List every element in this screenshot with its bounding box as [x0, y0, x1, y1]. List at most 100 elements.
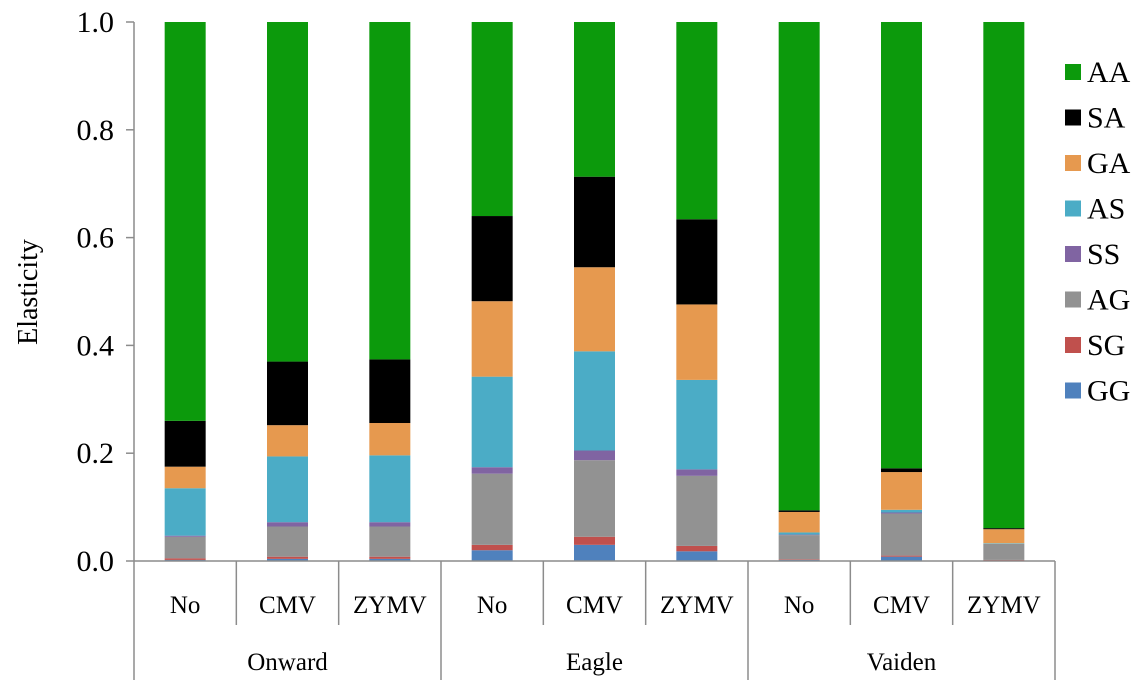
- bar-segment-aa: [369, 22, 411, 360]
- bar-segment-ss: [676, 469, 718, 476]
- bar-segment-aa: [471, 22, 513, 217]
- bar-segment-gg: [369, 558, 411, 561]
- bar-segment-ag: [267, 526, 308, 557]
- bar-segment-sa: [574, 176, 615, 268]
- bar-segment-ga: [574, 267, 615, 352]
- bar-segment-aa: [164, 22, 206, 421]
- bar-segment-ga: [164, 466, 206, 489]
- bar-segment-aa: [676, 22, 718, 220]
- bar-segment-gg: [676, 551, 718, 561]
- x-category-label: ZYMV: [353, 592, 427, 619]
- bar-segment-ss: [369, 522, 411, 527]
- bar-segment-sg: [164, 558, 206, 560]
- bar-segment-sa: [676, 219, 718, 305]
- x-category-label: No: [784, 592, 815, 619]
- y-axis-title: Elasticity: [13, 239, 44, 345]
- bar-segment-gg: [574, 544, 615, 561]
- x-category-label: CMV: [259, 592, 316, 619]
- y-tick-label: 0.0: [77, 545, 115, 578]
- legend-label-ss: SS: [1087, 238, 1120, 271]
- bar-segment-ss: [267, 522, 308, 527]
- bar-segment-ag: [778, 535, 820, 560]
- legend-swatch-as: [1065, 200, 1081, 217]
- bar-segment-ga: [676, 304, 718, 380]
- bar-segment-sg: [471, 544, 513, 551]
- legend-label-aa: AA: [1087, 56, 1131, 89]
- bar-segment-ss: [881, 512, 922, 514]
- bar-segment-sg: [574, 536, 615, 545]
- bar-segment-as: [369, 455, 411, 523]
- bar-segment-as: [983, 543, 1025, 544]
- bar-segment-ga: [369, 423, 411, 456]
- legend-swatch-aa: [1065, 64, 1081, 80]
- bar-segment-ga: [881, 472, 922, 510]
- bar-segment-ag: [164, 536, 206, 559]
- bar-segment-sg: [881, 555, 922, 557]
- x-category-label: No: [170, 592, 201, 619]
- x-category-label: CMV: [873, 592, 930, 619]
- bar-segment-gg: [881, 556, 922, 561]
- bar-segment-sg: [676, 545, 718, 552]
- x-group-label: Onward: [247, 649, 328, 676]
- bar-segment-as: [574, 351, 615, 451]
- bar-segment-as: [164, 488, 206, 536]
- bar-segment-sa: [778, 510, 820, 512]
- bar-segment-sa: [983, 528, 1025, 530]
- bar-segment-ag: [574, 460, 615, 537]
- x-category-label: CMV: [566, 592, 623, 619]
- bar-segment-aa: [574, 22, 615, 177]
- bar-segment-sa: [881, 468, 922, 473]
- y-tick-label: 0.4: [77, 329, 115, 362]
- bar-segment-ga: [983, 529, 1025, 544]
- bar-segment-aa: [983, 22, 1025, 529]
- bar-segment-ag: [676, 475, 718, 546]
- legend-swatch-gg: [1065, 382, 1081, 399]
- bar-segment-sa: [267, 361, 308, 426]
- bar-segment-sg: [983, 559, 1025, 561]
- bar-segment-aa: [267, 22, 308, 362]
- bar-segment-sa: [164, 420, 206, 467]
- legend-label-ag: AG: [1087, 284, 1130, 317]
- x-category-label: ZYMV: [967, 592, 1041, 619]
- legend-label-sa: SA: [1087, 102, 1126, 135]
- bar-segment-ss: [471, 467, 513, 474]
- bar-segment-ag: [369, 526, 411, 557]
- x-axis: No CMV ZYMV No CMV ZYMV No CMV ZYMV Onward Eagle Va…: [133, 560, 1056, 680]
- y-tick-label: 0.6: [77, 222, 115, 255]
- y-tick-label: 0.2: [77, 437, 115, 470]
- bar-segment-as: [267, 456, 308, 523]
- y-tick-label: 0.8: [77, 114, 115, 147]
- bar-segment-ss: [778, 534, 820, 536]
- bar-segment-gg: [267, 558, 308, 561]
- bar-segment-ss: [164, 535, 206, 537]
- legend: AA SA GA AS SS AG SG GG: [1065, 56, 1131, 408]
- bar-segment-ag: [471, 473, 513, 545]
- legend-label-gg: GG: [1087, 375, 1130, 408]
- bar-segment-aa: [881, 22, 922, 469]
- bars: [164, 22, 1025, 561]
- bar-segment-ag: [881, 513, 922, 556]
- bar-segment-gg: [471, 550, 513, 561]
- legend-swatch-sg: [1065, 337, 1081, 353]
- legend-label-sg: SG: [1087, 329, 1125, 362]
- bar-segment-ss: [574, 450, 615, 461]
- x-group-label: Vaiden: [867, 649, 937, 676]
- bar-segment-as: [881, 509, 922, 513]
- bar-segment-sa: [369, 359, 411, 424]
- bar-segment-ga: [471, 301, 513, 377]
- x-group-label: Eagle: [566, 649, 623, 676]
- legend-label-ga: GA: [1087, 147, 1131, 180]
- legend-swatch-ag: [1065, 291, 1081, 308]
- y-tick-label: 1.0: [77, 6, 115, 39]
- legend-swatch-ga: [1065, 155, 1081, 171]
- y-axis: 0.0 0.2 0.4 0.6 0.8 1.0: [77, 6, 135, 578]
- legend-swatch-sa: [1065, 109, 1081, 126]
- bar-segment-ag: [983, 543, 1025, 560]
- bar-segment-ga: [267, 425, 308, 457]
- legend-swatch-ss: [1065, 246, 1081, 262]
- bar-segment-sg: [778, 559, 820, 560]
- bar-segment-ga: [778, 511, 820, 533]
- x-category-label: No: [477, 592, 508, 619]
- bar-segment-sa: [471, 216, 513, 302]
